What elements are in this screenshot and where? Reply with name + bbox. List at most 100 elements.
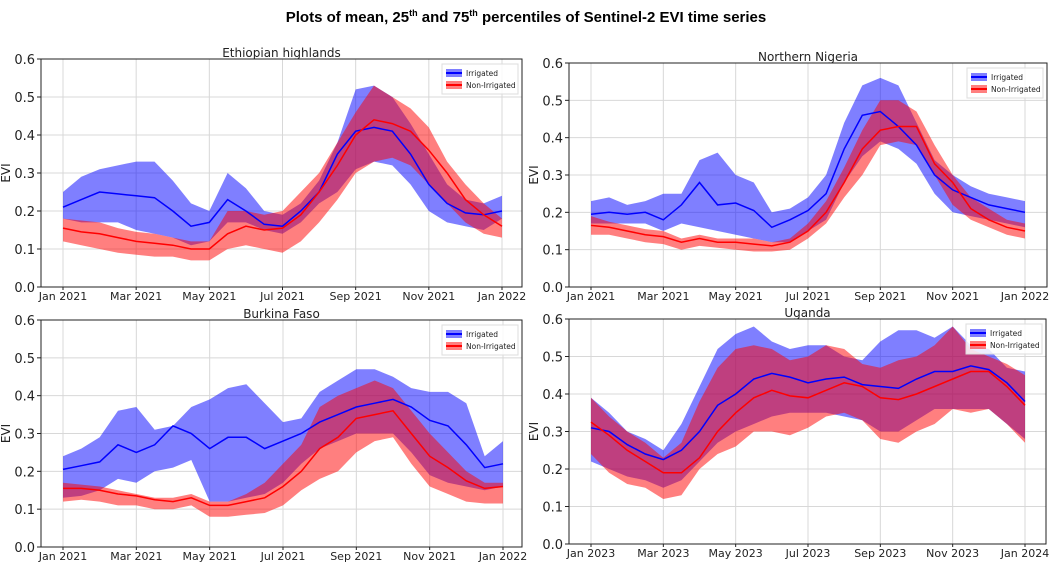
y-tick-label: 0.3 bbox=[14, 167, 35, 182]
y-tick-label: 0.6 bbox=[14, 314, 35, 329]
line-irrigated-mean bbox=[590, 110, 1026, 229]
line-irrigated-mean bbox=[62, 126, 503, 228]
legend: Irrigated Non-Irrigated bbox=[966, 67, 1044, 99]
legend-label: Irrigated bbox=[991, 73, 1023, 82]
axes-frame bbox=[40, 58, 523, 288]
x-tick-label: Jan 2022 bbox=[478, 550, 527, 563]
y-tick-label: 0.3 bbox=[542, 426, 563, 441]
x-tick-label: Nov 2021 bbox=[403, 550, 456, 563]
y-tick-label: 0.2 bbox=[14, 205, 35, 220]
title-text: Plots of mean, 25 bbox=[285, 9, 410, 26]
y-tick-label: 0.4 bbox=[542, 132, 563, 147]
y-tick-label: 0.5 bbox=[14, 352, 35, 367]
x-tick-label: Jul 2021 bbox=[259, 290, 305, 303]
x-tick-label: Sep 2023 bbox=[854, 547, 906, 560]
x-tick-label: Jan 2024 bbox=[1000, 547, 1049, 560]
subplot-ethiopian-highlands: 0.0 0.1 0.2 0.3 0.4 0.5 0.6 Jan 2021 Mar 2021 May… bbox=[0, 46, 526, 303]
subplot-northern-nigeria: 0.0 0.1 0.2 0.3 0.4 0.5 0.6 Jan 2021 Mar 2021 May… bbox=[527, 50, 1049, 303]
x-tick-label: Jul 2021 bbox=[260, 550, 306, 563]
band-non-irrigated-p25-p75 bbox=[591, 100, 1025, 252]
legend-label: Irrigated bbox=[466, 69, 498, 78]
legend: Irrigated Non-Irrigated bbox=[965, 323, 1043, 355]
y-tick-label: 0.0 bbox=[542, 281, 563, 296]
y-axis-label: EVI bbox=[0, 163, 13, 182]
y-tick-label: 0.6 bbox=[14, 53, 35, 68]
legend-label: Irrigated bbox=[990, 329, 1022, 338]
legend-label: Non-Irrigated bbox=[466, 342, 516, 351]
y-tick-label: 0.0 bbox=[542, 538, 563, 553]
line-non-irrigated-mean bbox=[590, 125, 1026, 247]
x-tick-label: Sep 2021 bbox=[330, 290, 382, 303]
line-non-irrigated-mean bbox=[63, 409, 504, 507]
legend-label: Non-Irrigated bbox=[991, 85, 1041, 94]
x-tick-label: Mar 2021 bbox=[110, 550, 162, 563]
y-tick-label: 0.6 bbox=[542, 313, 563, 328]
band-non-irrigated-p25-p75 bbox=[63, 380, 503, 517]
axes-frame bbox=[568, 318, 1047, 545]
y-tick-label: 0.0 bbox=[14, 541, 35, 556]
y-tick-label: 0.4 bbox=[14, 129, 35, 144]
title-superscript: th bbox=[469, 8, 478, 18]
subplot-burkina-faso: 0.0 0.1 0.2 0.3 0.4 0.5 0.6 Jan 2021 Mar 2021 May… bbox=[0, 307, 527, 563]
x-tick-label: Nov 2021 bbox=[402, 290, 455, 303]
x-tick-label: Mar 2023 bbox=[637, 547, 689, 560]
title-text: percentiles of Sentinel-2 EVI time serie… bbox=[477, 9, 767, 26]
legend-label: Irrigated bbox=[466, 330, 498, 339]
y-tick-label: 0.3 bbox=[14, 428, 35, 443]
subplot-uganda: 0.0 0.1 0.2 0.3 0.4 0.5 0.6 Jan 2023 Mar 2023 May… bbox=[527, 306, 1049, 560]
x-tick-label: Nov 2021 bbox=[926, 290, 979, 303]
line-non-irrigated-mean bbox=[62, 118, 503, 250]
x-tick-label: Sep 2021 bbox=[330, 550, 382, 563]
title-superscript: th bbox=[409, 8, 418, 18]
x-tick-label: Jan 2023 bbox=[566, 547, 615, 560]
legend-label: Non-Irrigated bbox=[990, 341, 1040, 350]
axes-frame bbox=[40, 319, 523, 548]
band-non-irrigated-p25-p75 bbox=[63, 85, 502, 261]
subplot-title: Burkina Faso bbox=[243, 307, 320, 321]
y-axis-label: EVI bbox=[527, 422, 541, 441]
legend: Irrigated Non-Irrigated bbox=[441, 324, 519, 356]
subplot-title: Ethiopian highlands bbox=[222, 46, 341, 60]
y-tick-label: 0.2 bbox=[14, 465, 35, 480]
axes-frame bbox=[568, 62, 1048, 288]
x-tick-label: May 2021 bbox=[182, 290, 236, 303]
y-tick-label: 0.1 bbox=[542, 501, 563, 516]
y-tick-label: 0.5 bbox=[542, 351, 563, 366]
x-tick-label: Jan 2022 bbox=[477, 290, 526, 303]
y-tick-label: 0.0 bbox=[14, 281, 35, 296]
y-axis-label: EVI bbox=[527, 165, 541, 184]
y-axis-label: EVI bbox=[0, 424, 13, 443]
x-tick-label: Jul 2021 bbox=[785, 290, 831, 303]
x-tick-label: Mar 2021 bbox=[637, 290, 689, 303]
x-tick-label: May 2023 bbox=[709, 547, 763, 560]
x-tick-label: Jan 2021 bbox=[38, 290, 87, 303]
x-tick-label: May 2021 bbox=[709, 290, 763, 303]
subplot-title: Uganda bbox=[784, 306, 830, 320]
y-tick-label: 0.5 bbox=[542, 94, 563, 109]
line-non-irrigated-mean bbox=[590, 370, 1026, 474]
x-tick-label: Mar 2021 bbox=[110, 290, 162, 303]
y-tick-label: 0.5 bbox=[14, 91, 35, 106]
x-tick-label: Jan 2021 bbox=[566, 290, 615, 303]
band-irrigated-p25-p75 bbox=[591, 77, 1025, 243]
y-tick-label: 0.4 bbox=[542, 388, 563, 403]
y-tick-label: 0.1 bbox=[542, 244, 563, 259]
legend: Irrigated Non-Irrigated bbox=[441, 63, 519, 95]
x-tick-label: Sep 2021 bbox=[854, 290, 906, 303]
x-tick-label: Jan 2022 bbox=[1000, 290, 1049, 303]
y-tick-label: 0.3 bbox=[542, 169, 563, 184]
x-tick-label: Jan 2021 bbox=[38, 550, 87, 563]
x-tick-label: May 2021 bbox=[183, 550, 237, 563]
y-tick-label: 0.2 bbox=[542, 206, 563, 221]
x-tick-label: Nov 2023 bbox=[926, 547, 979, 560]
y-tick-label: 0.1 bbox=[14, 243, 35, 258]
y-tick-label: 0.4 bbox=[14, 390, 35, 405]
band-non-irrigated-p25-p75 bbox=[591, 326, 1025, 499]
legend-label: Non-Irrigated bbox=[466, 81, 516, 90]
subplot-title: Northern Nigeria bbox=[758, 50, 858, 64]
line-irrigated-mean bbox=[590, 365, 1026, 461]
y-tick-label: 0.2 bbox=[542, 463, 563, 478]
x-tick-label: Jul 2023 bbox=[785, 547, 831, 560]
y-tick-label: 0.6 bbox=[542, 57, 563, 72]
